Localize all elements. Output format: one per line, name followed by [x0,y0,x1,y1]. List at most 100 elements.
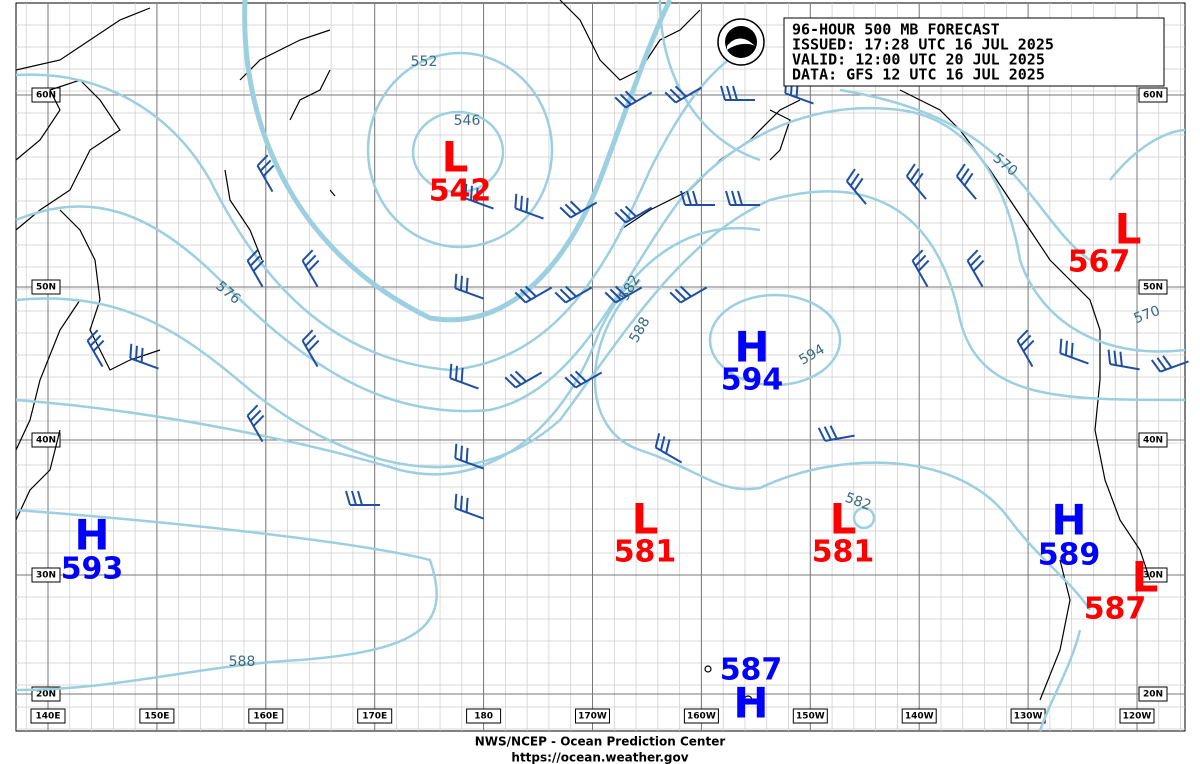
lat-label: 20N [1143,690,1163,700]
barb-flag [1156,357,1167,371]
center-value: 589 [1038,538,1101,573]
contour-line [15,190,1186,469]
wind-barb [454,443,484,470]
wind-barb [720,85,755,101]
header-line: DATA: GFS 12 UTC 16 JUL 2025 [792,66,1045,84]
barb-flag [564,203,577,216]
wind-barb [345,490,380,506]
center-letter: H [734,323,769,372]
wind-barb [554,285,593,304]
grid: 140E 150E 160E 170E 180 170W 160W 150W 140W 130W 1… [16,3,1185,731]
barb-flag [459,495,463,511]
barb-flag [725,190,731,206]
barb-flag [469,185,473,201]
barb-flag [460,367,464,383]
barb-flag [569,200,582,213]
wind-barb [301,249,320,288]
barb-flag [1162,355,1173,369]
wind-barb [514,193,544,220]
contours [15,0,1186,732]
barb-flag [1019,334,1032,347]
lon-label: 170W [578,712,607,722]
wind-barb [614,205,653,224]
header-box: 96-HOUR 500 MB FORECAST ISSUED: 17:28 UT… [783,17,1165,87]
barb-flag [464,183,468,199]
header-line: 96-HOUR 500 MB FORECAST [792,21,1000,39]
barb-flag [86,329,99,342]
wind-barb [454,273,484,300]
center-letter: H [74,511,109,560]
center-value: 542 [429,174,492,209]
center-value: 581 [614,535,677,570]
barb-flag [459,275,463,291]
barb-flag [249,409,262,422]
barb-flag [737,190,743,206]
barb-flag [1107,349,1112,365]
wind-barb [246,249,265,288]
barb-flag [357,490,363,506]
center-value: 581 [812,535,875,570]
barb-flag [345,490,351,506]
label-box [575,708,610,724]
barb-flag [619,93,632,106]
barb-flag [252,259,265,272]
barb-flag [524,285,537,298]
wind-barb [911,249,930,288]
barb-flag [680,190,686,206]
barb-flag [1022,339,1035,352]
barb-flag [465,497,469,513]
label-box [31,567,61,583]
barb-flag [304,254,317,267]
barb-flag [519,288,532,301]
barb-flag [89,334,102,347]
lat-label: 50N [1143,283,1163,293]
barb-flag [614,96,627,109]
lat-label: 60N [36,91,56,101]
barb-flag [1064,340,1068,356]
wind-barb [454,493,484,520]
barb-flag [449,363,453,379]
barb-flag [1150,359,1162,373]
barb-flag [917,259,930,272]
center-letter: H [1051,496,1086,545]
barb-flag [1119,351,1123,367]
contour-line [708,293,842,387]
wind-barb [1107,349,1140,371]
wind-barb [680,190,715,206]
barb-flag [559,206,572,219]
wind-barb [604,285,643,304]
map-frame [15,2,1186,732]
barb-flag [519,195,523,211]
barb-flag [307,339,320,352]
barb-flag [849,173,860,187]
barb-flag [959,168,970,182]
center-letter: L [1132,553,1159,602]
label-box [31,279,61,295]
barb-flag [817,427,826,442]
barb-flag [514,370,527,383]
barb-flag [465,277,469,293]
barb-flag [614,285,627,298]
barb-flag [664,91,677,104]
wind-barb [725,190,760,206]
contour-label: 546 [454,113,481,129]
wind-barb [449,363,479,390]
wind-barb [246,404,265,443]
wind-barb [464,183,494,210]
barb-flag [665,439,671,454]
wind-barb [955,163,977,200]
label-box [357,708,393,724]
coastlines [15,0,1151,705]
barb-flag [829,425,838,440]
label-box [31,432,61,448]
contour-line [15,0,761,476]
wind-barb [966,249,985,288]
barb-flag [674,288,687,301]
center-letter: L [830,495,857,544]
label-box [792,708,828,724]
label-box [1138,432,1168,448]
barb-flag [963,172,974,186]
barb-flag [905,163,916,177]
barb-flag [845,168,856,182]
lon-label: 160W [687,712,716,722]
